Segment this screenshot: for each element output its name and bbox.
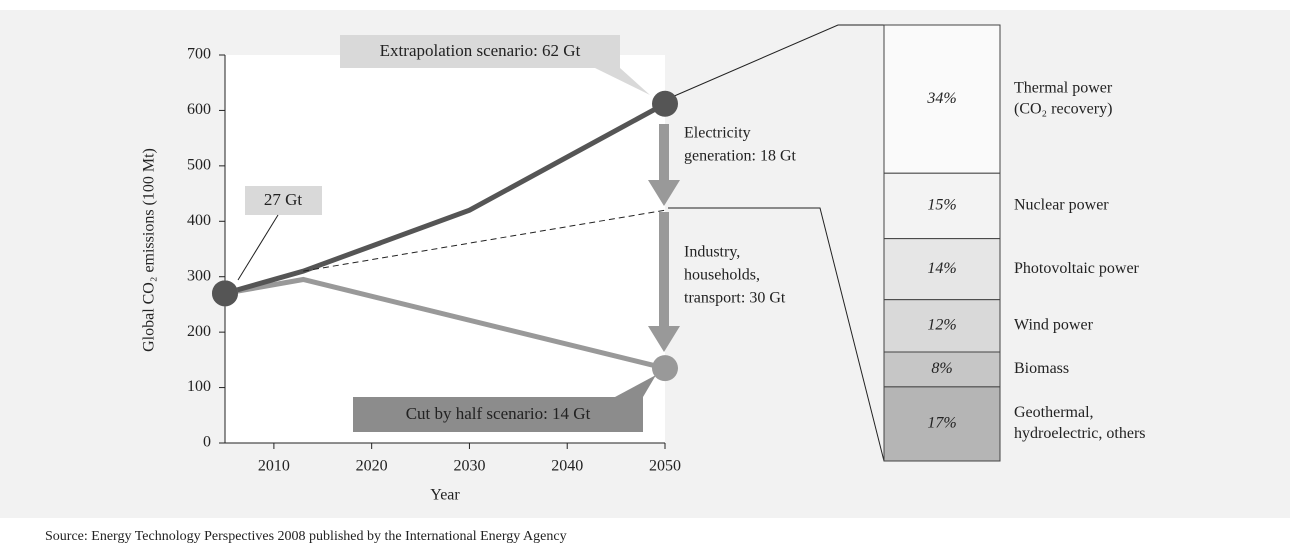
bar-segment <box>883 24 1001 174</box>
value-label: 15% <box>927 197 956 214</box>
y-tick-label: 400 <box>187 212 211 229</box>
category-label: Photovoltaic power <box>1014 260 1140 277</box>
y-tick-label: 500 <box>187 157 211 174</box>
x-tick-label: 2030 <box>453 458 485 475</box>
annotation: Cut by half scenario: 14 Gt <box>406 404 591 423</box>
series-line <box>303 209 666 272</box>
x-tick-label: 2020 <box>356 458 388 475</box>
source: Source: Energy Technology Perspectives 2… <box>45 529 567 544</box>
connector <box>671 24 884 98</box>
x-tick-label: 2040 <box>551 458 583 475</box>
annotation: transport: 30 Gt <box>684 290 786 307</box>
point <box>652 90 678 117</box>
annotation-box <box>245 186 322 215</box>
annotation: generation: 18 Gt <box>684 148 797 165</box>
bar-segment <box>883 238 1001 301</box>
point <box>652 355 678 382</box>
y-tick-label: 600 <box>187 101 211 118</box>
annotation: Extrapolation scenario: 62 Gt <box>380 41 581 60</box>
bar-segment <box>883 386 1001 462</box>
annotation-box <box>340 35 620 68</box>
category-label: Geothermal, <box>1014 404 1094 421</box>
connector <box>668 207 885 462</box>
annotation-pointer <box>615 375 656 397</box>
annotation: 27 Gt <box>264 190 303 209</box>
x-tick-label: 2010 <box>258 458 290 475</box>
series-line <box>224 101 667 296</box>
arrow <box>648 212 680 352</box>
y-tick-label: 200 <box>187 323 211 340</box>
value-label: 34% <box>926 90 956 107</box>
series-line <box>224 276 666 371</box>
bar-segment <box>883 351 1001 388</box>
y-axis-label: Global CO₂ emissions (100 Mt) <box>141 148 158 352</box>
y-tick-label: 0 <box>203 434 211 451</box>
value-label: 12% <box>927 317 956 334</box>
y-tick-label: 300 <box>187 267 211 284</box>
y-tick-label: 700 <box>187 46 211 63</box>
arrow <box>648 124 680 206</box>
category-label: Nuclear power <box>1014 197 1109 214</box>
category-label: Thermal power <box>1014 79 1113 96</box>
annotation-box <box>353 397 643 432</box>
annotation-line <box>237 214 279 281</box>
annotation: households, <box>684 267 760 284</box>
point <box>212 280 238 307</box>
x-tick-label: 2050 <box>649 458 681 475</box>
bar-segment <box>883 299 1001 353</box>
category-label: hydroelectric, others <box>1014 425 1146 442</box>
value-label: 8% <box>931 360 952 377</box>
category-label: (CO₂ recovery) <box>1014 100 1112 117</box>
annotation: Industry, <box>684 244 740 261</box>
annotation-pointer <box>595 68 650 95</box>
x-axis-label: Year <box>430 487 460 504</box>
y-tick-label: 100 <box>187 378 211 395</box>
value-label: 14% <box>927 260 956 277</box>
category-label: Biomass <box>1014 360 1069 377</box>
annotation: Electricity <box>684 125 751 142</box>
value-label: 17% <box>927 415 956 432</box>
category-label: Wind power <box>1014 317 1094 334</box>
plot-area <box>225 55 665 443</box>
